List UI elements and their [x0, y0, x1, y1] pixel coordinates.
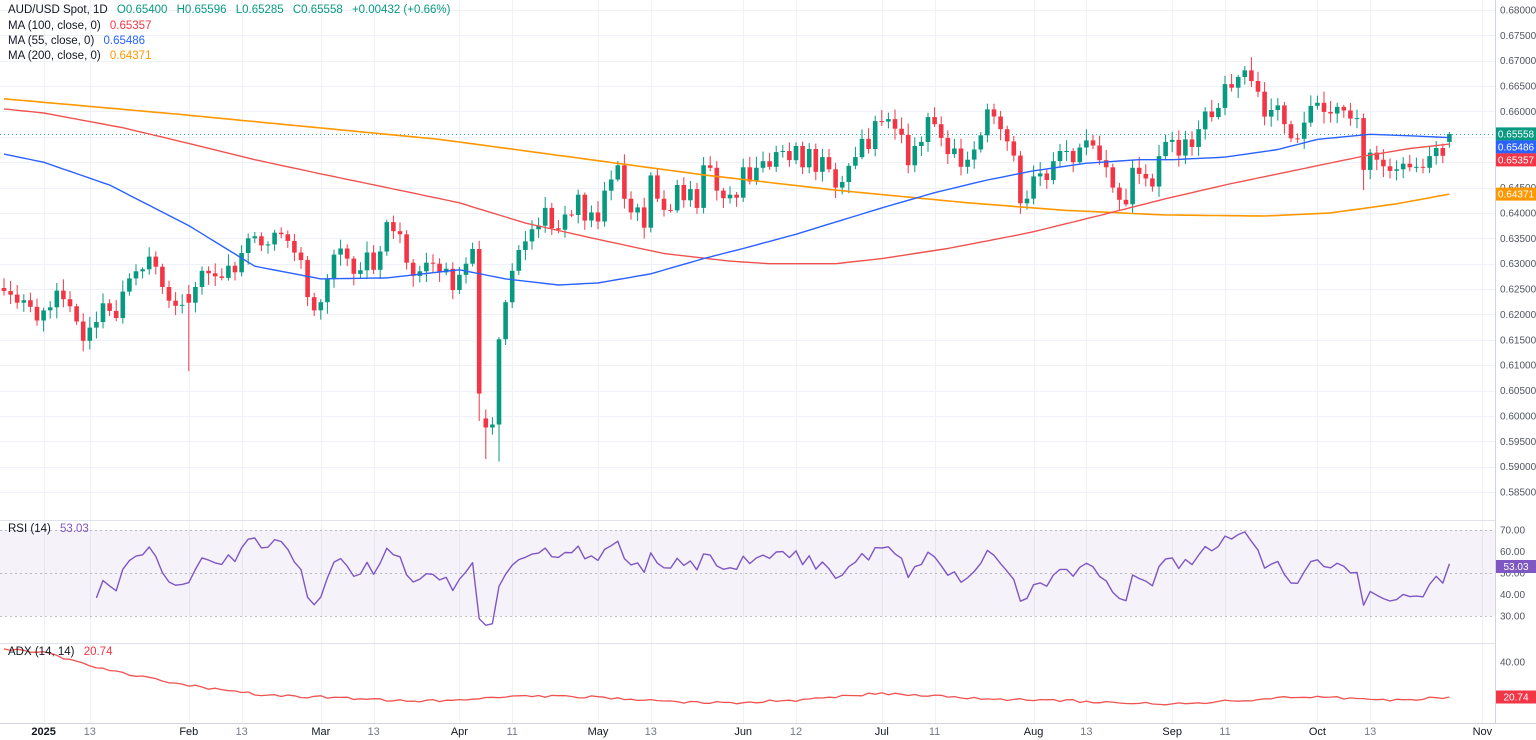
price-tick-label: 0.61000 — [1500, 361, 1536, 372]
grid — [0, 0, 1495, 723]
price-tick-label: 0.64000 — [1500, 208, 1536, 219]
price-tick-label: 0.67000 — [1500, 56, 1536, 67]
ohlc-low: L0.65285 — [235, 4, 284, 16]
adx-tick-label: 40.00 — [1500, 658, 1525, 669]
time-tick-label: Aug — [1024, 726, 1044, 738]
time-tick-label: 13 — [645, 726, 657, 738]
svg-text:53.03: 53.03 — [1503, 562, 1528, 573]
rsi-tick-label: 60.00 — [1500, 547, 1525, 558]
adx-label: ADX (14, 14) — [8, 646, 75, 658]
candles — [1, 57, 1452, 462]
rsi-tick-label: 70.00 — [1500, 526, 1525, 537]
ma55-legend[interactable]: MA (55, close, 0) 0.65486 — [8, 35, 151, 47]
price-tick-label: 0.62000 — [1500, 310, 1536, 321]
time-tick-label: 11 — [1219, 726, 1230, 738]
svg-text:0.65357: 0.65357 — [1498, 155, 1535, 166]
svg-text:0.65558: 0.65558 — [1498, 129, 1535, 140]
ma100-legend[interactable]: MA (100, close, 0) 0.65357 — [8, 20, 157, 32]
ma200-value-badge: 0.64371 — [1496, 187, 1536, 201]
time-tick-label: Mar — [311, 726, 330, 738]
adx-line — [3, 648, 1450, 706]
ma100-value: 0.65357 — [109, 20, 152, 32]
time-tick-label: 13 — [235, 726, 247, 738]
price-tick-label: 0.63500 — [1500, 234, 1536, 245]
ma100-value-badge: 0.65357 — [1496, 153, 1536, 167]
rsi-tick-label: 30.00 — [1500, 612, 1525, 623]
price-tick-label: 0.66500 — [1500, 82, 1536, 93]
svg-text:0.64371: 0.64371 — [1498, 190, 1535, 201]
price-tick-label: 0.63000 — [1500, 259, 1536, 270]
ma55-label: MA (55, close, 0) — [8, 35, 95, 47]
current-price-badge: 0.65558 — [1496, 127, 1536, 141]
price-tick-label: 0.67500 — [1500, 31, 1536, 42]
ma100-label: MA (100, close, 0) — [8, 20, 101, 32]
time-tick-label: Jul — [875, 726, 889, 738]
time-tick-label: 11 — [506, 726, 517, 738]
ohlc-change: +0.00432 (+0.66%) — [351, 4, 451, 16]
time-tick-label: Nov — [1473, 726, 1493, 738]
time-tick-label: 13 — [367, 726, 379, 738]
adx-value: 20.74 — [83, 646, 113, 658]
time-tick-label: May — [588, 726, 609, 738]
time-tick-label: 2025 — [31, 726, 55, 738]
price-tick-label: 0.66000 — [1500, 107, 1536, 118]
time-axis[interactable] — [0, 724, 1536, 740]
ma200-value: 0.64371 — [109, 50, 152, 62]
price-tick-label: 0.61500 — [1500, 335, 1536, 346]
price-tick-label: 0.60000 — [1500, 411, 1536, 422]
rsi-value: 53.03 — [60, 523, 89, 535]
price-tick-label: 0.58500 — [1500, 487, 1536, 498]
price-tick-label: 0.68000 — [1500, 6, 1536, 17]
svg-text:20.74: 20.74 — [1503, 692, 1528, 703]
time-tick-label: 13 — [1364, 726, 1376, 738]
adx-value-badge: 20.74 — [1496, 690, 1536, 704]
time-tick-label: Jun — [734, 726, 752, 738]
time-tick-label: Sep — [1162, 726, 1182, 738]
time-tick-label: 13 — [84, 726, 96, 738]
price-tick-label: 0.62500 — [1500, 285, 1536, 296]
svg-text:0.65486: 0.65486 — [1498, 142, 1535, 153]
adx-legend[interactable]: ADX (14, 14) 20.74 — [8, 646, 118, 658]
ma55-line — [3, 133, 1450, 286]
rsi-label: RSI (14) — [8, 523, 51, 535]
ma55-value-badge: 0.65486 — [1496, 140, 1536, 154]
ohlc-high: H0.65596 — [176, 4, 227, 16]
ma55-value: 0.65486 — [103, 35, 146, 47]
time-tick-label: Apr — [451, 726, 468, 738]
time-tick-label: Oct — [1309, 726, 1326, 738]
price-tick-label: 0.59000 — [1500, 462, 1536, 473]
ohlc-close: C0.65558 — [292, 4, 343, 16]
time-tick-label: 11 — [929, 726, 940, 738]
ma200-legend[interactable]: MA (200, close, 0) 0.64371 — [8, 50, 157, 62]
symbol-legend[interactable]: AUD/USD Spot, 1D O0.65400 H0.65596 L0.65… — [8, 4, 456, 16]
price-axis[interactable] — [1495, 0, 1536, 740]
rsi-legend[interactable]: RSI (14) 53.03 — [8, 523, 95, 535]
ohlc-open: O0.65400 — [116, 4, 168, 16]
symbol-title[interactable]: AUD/USD Spot, 1D — [8, 4, 108, 16]
rsi-tick-label: 50.00 — [1500, 569, 1525, 580]
ma100-line — [3, 108, 1450, 265]
rsi-line — [95, 531, 1451, 626]
ma200-label: MA (200, close, 0) — [8, 50, 101, 62]
time-tick-label: Feb — [179, 726, 198, 738]
price-tick-label: 0.59500 — [1500, 437, 1536, 448]
time-tick-label: 13 — [1080, 726, 1092, 738]
rsi-tick-label: 40.00 — [1500, 590, 1525, 601]
time-tick-label: 12 — [790, 726, 802, 738]
rsi-value-badge: 53.03 — [1496, 560, 1536, 573]
ma200-line — [3, 98, 1450, 217]
price-tick-label: 0.60500 — [1500, 386, 1536, 397]
